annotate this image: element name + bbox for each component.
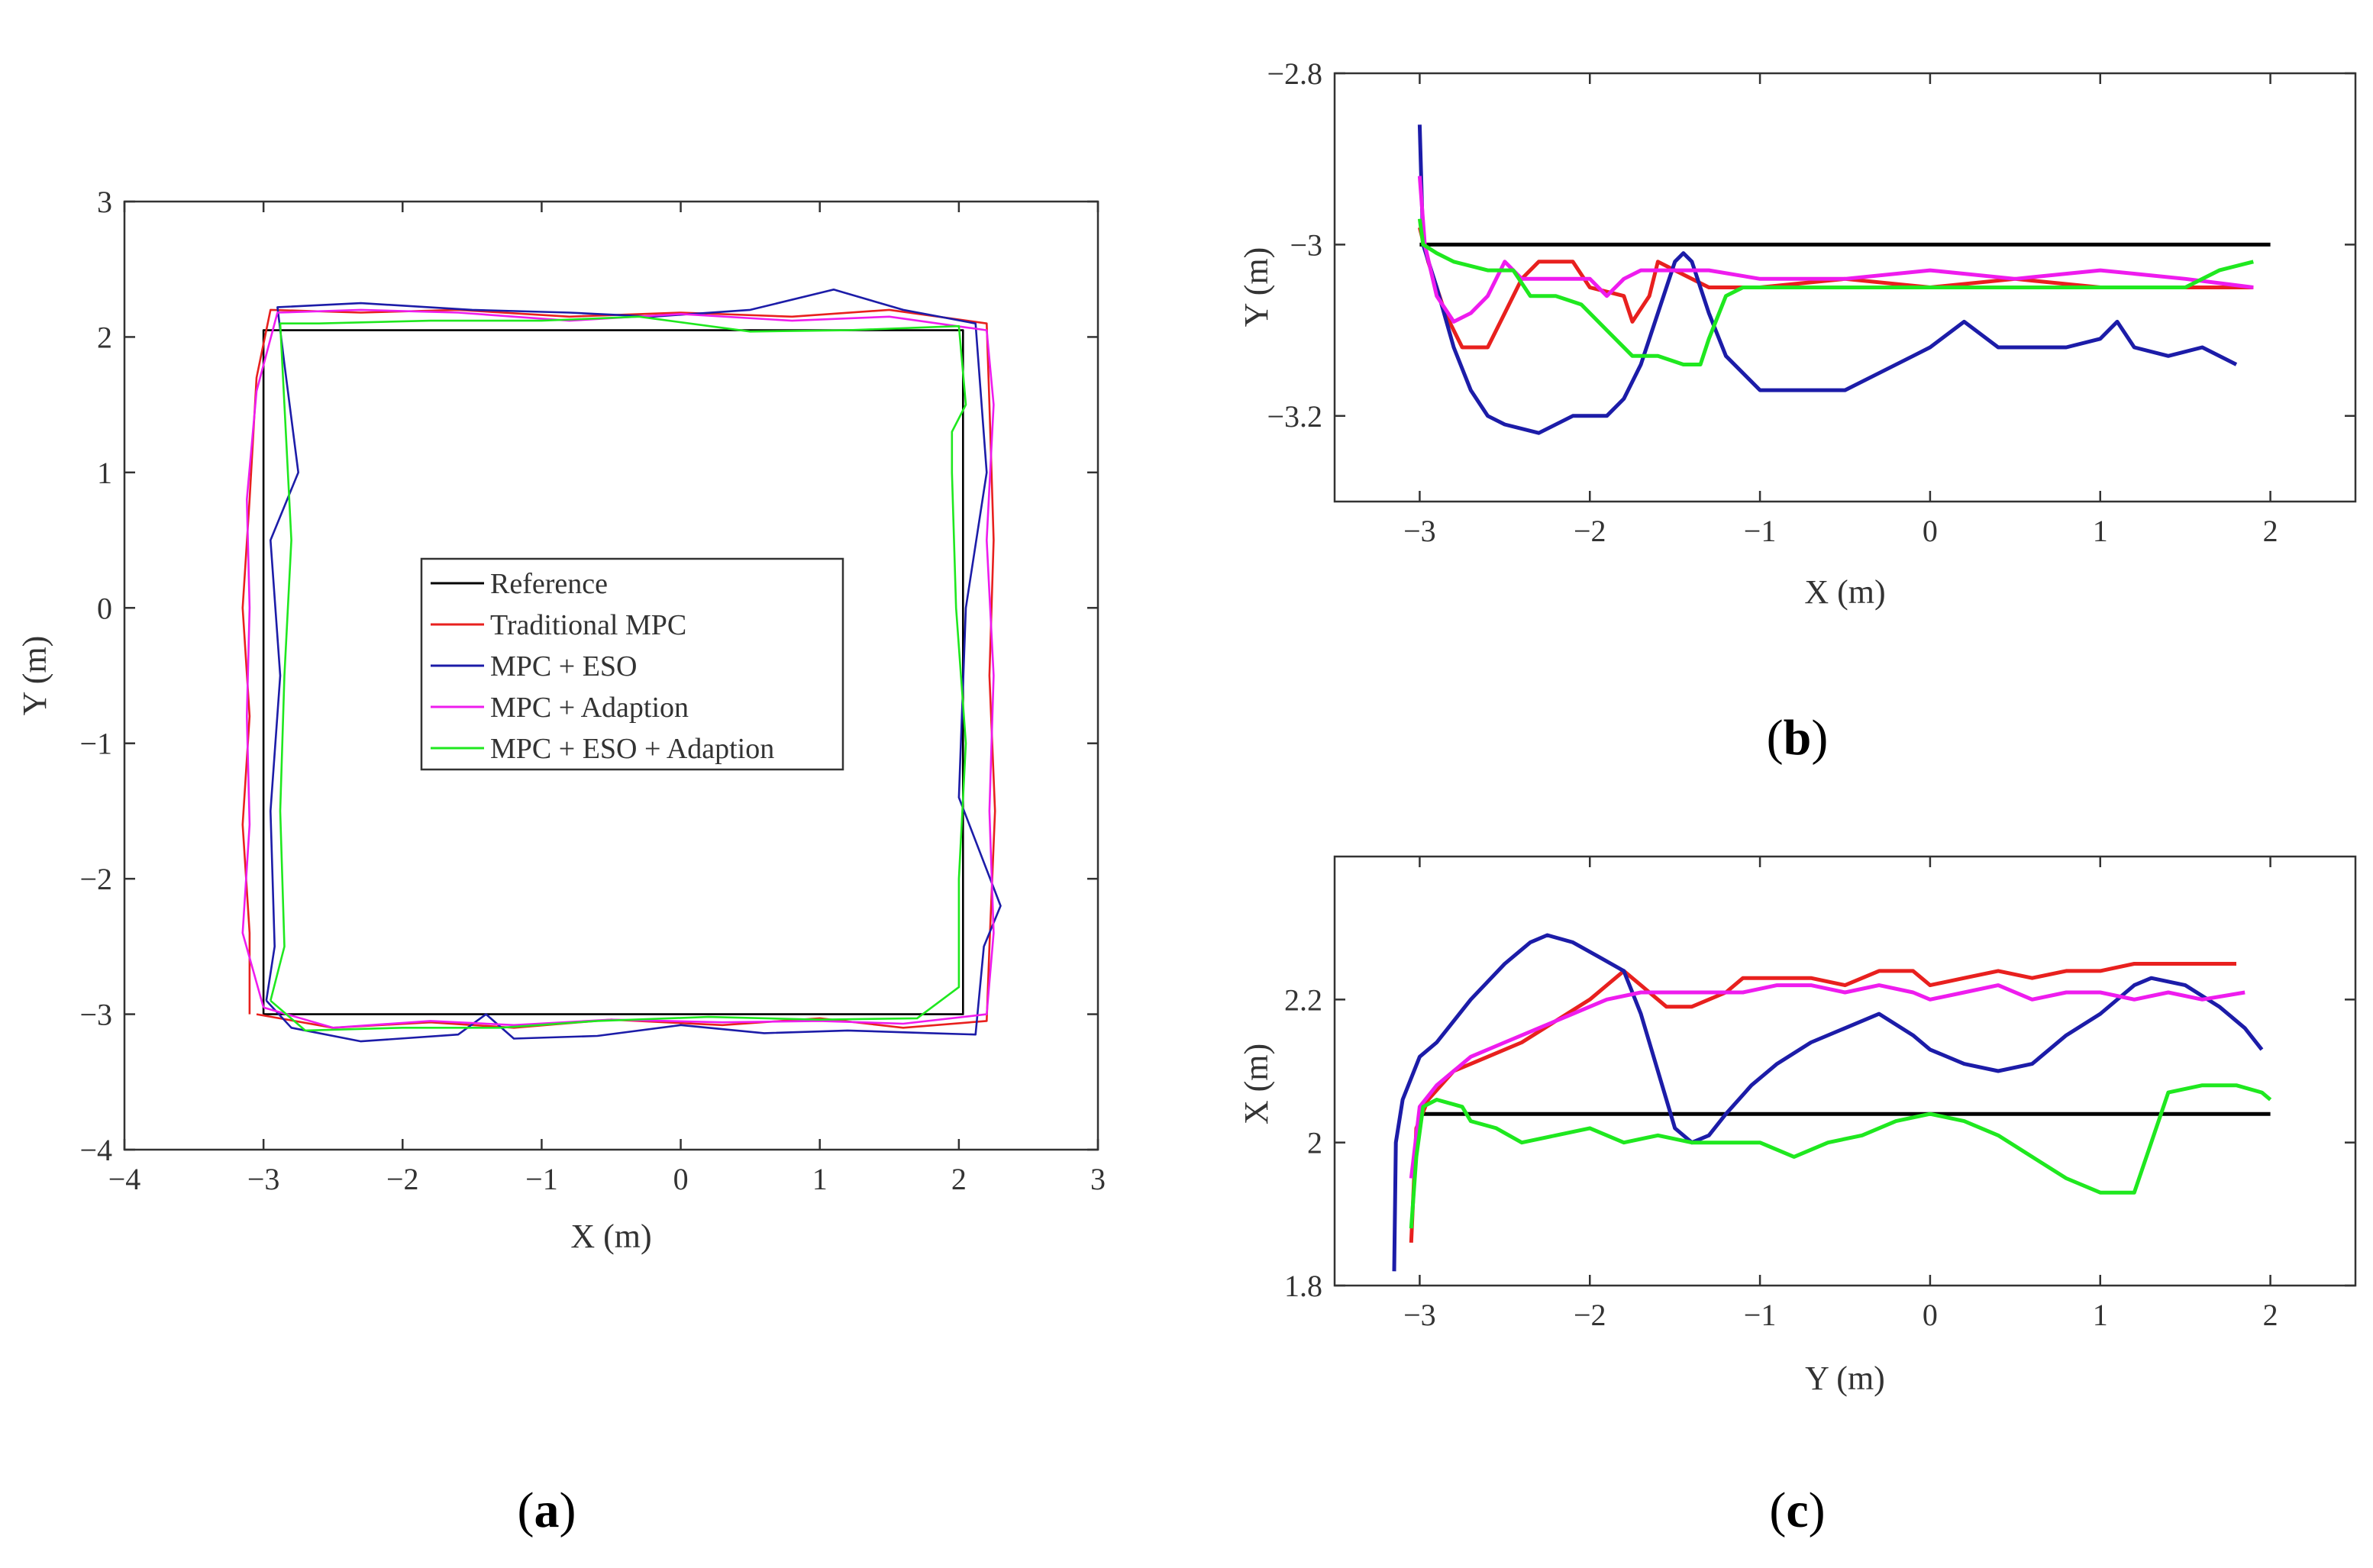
- y-tick-label: −2.8: [1267, 56, 1322, 91]
- y-tick-label: −3: [1290, 227, 1322, 262]
- x-tick-label: 1: [812, 1162, 828, 1196]
- x-tick-label: −2: [1574, 514, 1606, 548]
- y-tick-label: 0: [97, 591, 112, 625]
- series-line-mpc-eso: [1392, 933, 2264, 1272]
- series-line-traditional-mpc: [1409, 962, 2236, 1243]
- y-tick-label: 2: [1307, 1126, 1322, 1160]
- panel-label: (a): [518, 1483, 576, 1538]
- panel-label: (c): [1769, 1483, 1825, 1538]
- x-tick-label: 0: [1923, 1298, 1938, 1332]
- axes-frame: [123, 200, 1099, 1151]
- x-tick-label: 0: [673, 1162, 689, 1196]
- y-tick-label: 2.2: [1284, 982, 1322, 1017]
- series-line-mpc-eso-adaption: [1417, 218, 2254, 366]
- legend-entry: Traditional MPC: [490, 609, 686, 641]
- y-axis-label: X (m): [1238, 1044, 1275, 1124]
- series-line-mpc-eso: [265, 289, 1002, 1043]
- y-tick-label: −2: [79, 862, 112, 896]
- x-tick-label: 1: [2093, 1298, 2108, 1332]
- axes-frame: [1333, 855, 2357, 1287]
- x-tick-label: −4: [108, 1162, 141, 1196]
- x-axis-label: Y (m): [1805, 1360, 1885, 1397]
- x-tick-label: −1: [1744, 514, 1777, 548]
- series-line-mpc-adaption: [1409, 983, 2245, 1179]
- panel-label: (b): [1767, 710, 1829, 766]
- x-tick-label: 2: [951, 1162, 967, 1196]
- x-tick-label: −1: [1744, 1298, 1777, 1332]
- series-line-mpc-adaption: [1417, 176, 2254, 324]
- axes-frame: [1333, 72, 2357, 503]
- panel-a: −4 −3 −2 −1 0 1 2 3 3 2 1 0 −1 −2 −3 −4 X (m) Y (m) (a) Ref…: [16, 185, 1106, 1538]
- y-tick-label: 1: [97, 456, 112, 490]
- legend-entry: MPC + Adaption: [490, 692, 689, 724]
- x-tick-label: −1: [525, 1162, 558, 1196]
- y-tick-label: −3: [79, 998, 112, 1032]
- x-tick-label: 3: [1090, 1162, 1106, 1196]
- series-line-mpc-eso-adaption: [1409, 1083, 2272, 1229]
- panel-c: −3 −2 −1 0 1 2 2.2 2 1.8 Y (m) X (m) (c): [1238, 855, 2357, 1538]
- y-tick-label: 1.8: [1284, 1269, 1322, 1303]
- series-line-reference: [262, 329, 964, 1015]
- y-axis-label: Y (m): [1238, 247, 1275, 327]
- y-tick-label: 3: [97, 185, 112, 219]
- x-tick-label: 2: [2263, 514, 2278, 548]
- x-axis-label: X (m): [1804, 573, 1885, 611]
- series-line-traditional-mpc: [1417, 227, 2254, 350]
- x-tick-label: 0: [1923, 514, 1938, 548]
- legend: Reference Traditional MPC MPC + ESO MPC + A…: [420, 557, 844, 771]
- x-tick-label: −3: [1403, 514, 1436, 548]
- x-tick-label: −3: [1403, 1298, 1436, 1332]
- legend-entry: MPC + ESO + Adaption: [490, 733, 774, 765]
- x-tick-label: −2: [386, 1162, 419, 1196]
- y-tick-label: −4: [79, 1133, 112, 1167]
- x-tick-label: 2: [2263, 1298, 2278, 1332]
- legend-entry: Reference: [490, 568, 608, 600]
- x-tick-label: −2: [1574, 1298, 1606, 1332]
- y-tick-label: −1: [79, 727, 112, 761]
- legend-box: [420, 557, 844, 771]
- x-axis-label: X (m): [570, 1218, 651, 1255]
- x-tick-label: −3: [247, 1162, 280, 1196]
- x-tick-label: 1: [2093, 514, 2108, 548]
- series-line-mpc-eso-adaption: [270, 315, 967, 1032]
- series-line-mpc-eso: [1417, 124, 2238, 435]
- y-tick-label: 2: [97, 320, 112, 354]
- y-tick-label: −3.2: [1267, 399, 1322, 434]
- series-line-mpc-adaption: [241, 308, 995, 1029]
- y-axis-label: Y (m): [16, 636, 53, 716]
- legend-entry: MPC + ESO: [490, 650, 638, 682]
- panel-b: −3 −2 −1 0 1 2 −2.8 −3 −3.2 X (m) Y (m) (b): [1238, 56, 2357, 766]
